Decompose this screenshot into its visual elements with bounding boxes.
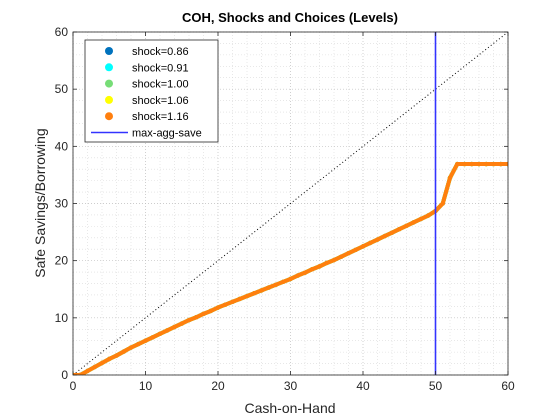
data-point	[397, 227, 401, 231]
data-point	[412, 220, 416, 224]
x-tick-label: 30	[284, 379, 298, 393]
legend: shock=0.86 shock=0.91 shock=1.00 shock=1.06…	[85, 40, 218, 142]
data-point	[462, 162, 466, 166]
y-tick-label: 0	[61, 368, 68, 382]
data-point	[274, 282, 278, 286]
legend-dot-swatch	[105, 96, 113, 104]
legend-dot-swatch	[105, 80, 113, 88]
data-point	[419, 217, 423, 221]
legend-label: shock=1.16	[132, 111, 189, 123]
data-point	[317, 264, 321, 268]
data-point	[230, 300, 234, 304]
data-point	[361, 244, 365, 248]
legend-label: shock=0.86	[132, 46, 189, 58]
data-point	[390, 230, 394, 234]
y-tick-label: 50	[55, 82, 69, 96]
data-point	[477, 162, 481, 166]
legend-label: shock=1.06	[132, 95, 189, 107]
data-point	[303, 270, 307, 274]
data-point	[107, 357, 111, 361]
legend-label: shock=1.00	[132, 79, 189, 91]
legend-dot-swatch	[105, 47, 113, 55]
data-point	[238, 297, 242, 301]
data-point	[85, 369, 89, 373]
data-point	[354, 248, 358, 252]
data-point	[470, 162, 474, 166]
data-point	[368, 241, 372, 245]
data-point	[375, 237, 379, 241]
data-point	[484, 162, 488, 166]
data-point	[296, 273, 300, 277]
x-tick-label: 10	[139, 379, 153, 393]
data-point	[404, 224, 408, 228]
x-tick-label: 60	[501, 379, 515, 393]
data-point	[158, 332, 162, 336]
data-point	[194, 315, 198, 319]
data-point	[143, 339, 147, 343]
data-point	[455, 162, 459, 166]
data-point	[172, 325, 176, 329]
data-point	[310, 267, 314, 271]
data-point	[180, 321, 184, 325]
x-tick-label: 0	[70, 379, 77, 393]
y-tick-label: 40	[55, 139, 69, 153]
data-point	[100, 361, 104, 365]
y-tick-label: 60	[55, 25, 69, 39]
data-point	[136, 342, 140, 346]
data-point	[259, 288, 263, 292]
data-point	[165, 328, 169, 332]
data-point	[114, 353, 118, 357]
data-point	[93, 365, 97, 369]
data-point	[346, 251, 350, 255]
data-point	[216, 305, 220, 309]
y-tick-label: 20	[55, 254, 69, 268]
data-point	[339, 254, 343, 258]
x-tick-label: 20	[211, 379, 225, 393]
legend-label: shock=0.91	[132, 62, 189, 74]
legend-label: max-agg-save	[132, 128, 202, 140]
data-point	[223, 302, 227, 306]
x-axis-label: Cash-on-Hand	[244, 400, 335, 416]
data-point	[281, 280, 285, 284]
data-point	[252, 291, 256, 295]
data-point	[201, 312, 205, 316]
data-point	[129, 345, 133, 349]
data-point	[288, 277, 292, 281]
data-point	[187, 318, 191, 322]
y-axis-label: Safe Savings/Borrowing	[32, 128, 48, 277]
data-point	[209, 309, 213, 313]
chart-title: COH, Shocks and Choices (Levels)	[182, 10, 398, 25]
data-point	[122, 349, 126, 353]
legend-dot-swatch	[105, 63, 113, 71]
x-tick-label: 40	[356, 379, 370, 393]
data-point	[499, 162, 503, 166]
data-point	[325, 261, 329, 265]
data-point	[267, 285, 271, 289]
data-point	[491, 162, 495, 166]
data-point	[151, 335, 155, 339]
x-tick-label: 50	[429, 379, 443, 393]
y-tick-label: 10	[55, 311, 69, 325]
data-point	[383, 234, 387, 238]
data-point	[441, 201, 445, 205]
y-tick-label: 30	[55, 197, 69, 211]
data-point	[448, 176, 452, 180]
data-point	[332, 258, 336, 262]
data-point	[426, 213, 430, 217]
data-point	[245, 294, 249, 298]
legend-dot-swatch	[105, 112, 113, 120]
